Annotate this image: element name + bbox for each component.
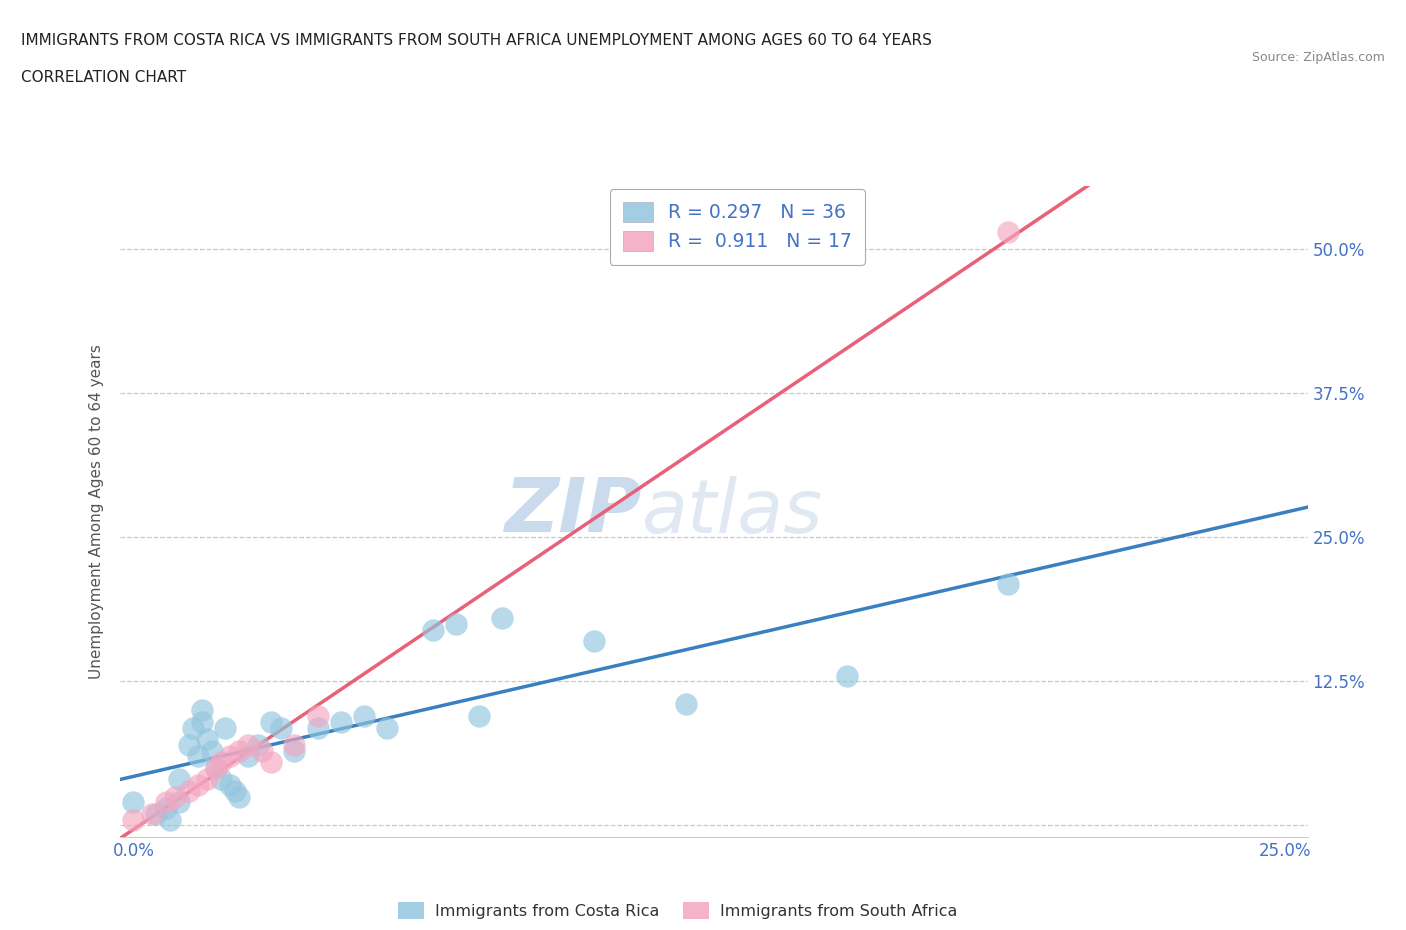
- Point: [582, 633, 605, 648]
- Point: [181, 720, 204, 735]
- Point: [283, 743, 305, 758]
- Point: [169, 795, 191, 810]
- Point: [187, 777, 209, 792]
- Point: [238, 749, 260, 764]
- Point: [353, 709, 375, 724]
- Point: [191, 703, 214, 718]
- Point: [224, 783, 246, 798]
- Point: [205, 761, 228, 776]
- Point: [835, 669, 858, 684]
- Point: [491, 611, 513, 626]
- Point: [177, 783, 200, 798]
- Point: [270, 720, 292, 735]
- Point: [260, 714, 283, 729]
- Text: IMMIGRANTS FROM COSTA RICA VS IMMIGRANTS FROM SOUTH AFRICA UNEMPLOYMENT AMONG AG: IMMIGRANTS FROM COSTA RICA VS IMMIGRANTS…: [21, 33, 932, 47]
- Point: [329, 714, 352, 729]
- Point: [145, 806, 167, 821]
- Point: [155, 795, 177, 810]
- Point: [228, 743, 250, 758]
- Point: [219, 749, 242, 764]
- Point: [187, 749, 209, 764]
- Point: [214, 720, 236, 735]
- Point: [169, 772, 191, 787]
- Point: [283, 737, 305, 752]
- Point: [195, 772, 218, 787]
- Point: [177, 737, 200, 752]
- Point: [675, 698, 697, 712]
- Point: [122, 795, 145, 810]
- Point: [246, 737, 269, 752]
- Point: [201, 743, 224, 758]
- Point: [163, 790, 186, 804]
- Point: [205, 761, 228, 776]
- Point: [997, 576, 1019, 591]
- Point: [209, 754, 232, 769]
- Point: [307, 709, 329, 724]
- Point: [252, 743, 274, 758]
- Y-axis label: Unemployment Among Ages 60 to 64 years: Unemployment Among Ages 60 to 64 years: [89, 344, 104, 679]
- Point: [228, 790, 250, 804]
- Point: [191, 714, 214, 729]
- Point: [307, 720, 329, 735]
- Legend: Immigrants from Costa Rica, Immigrants from South Africa: Immigrants from Costa Rica, Immigrants f…: [391, 894, 966, 927]
- Point: [444, 617, 467, 631]
- Text: Source: ZipAtlas.com: Source: ZipAtlas.com: [1251, 51, 1385, 64]
- Point: [219, 777, 242, 792]
- Point: [467, 709, 489, 724]
- Point: [155, 801, 177, 816]
- Point: [141, 806, 163, 821]
- Point: [159, 812, 181, 827]
- Text: atlas: atlas: [643, 475, 824, 548]
- Point: [422, 622, 444, 637]
- Text: CORRELATION CHART: CORRELATION CHART: [21, 70, 186, 85]
- Point: [195, 732, 218, 747]
- Point: [375, 720, 398, 735]
- Text: ZIP: ZIP: [505, 475, 643, 548]
- Point: [260, 754, 283, 769]
- Point: [238, 737, 260, 752]
- Point: [209, 772, 232, 787]
- Point: [997, 225, 1019, 240]
- Point: [122, 812, 145, 827]
